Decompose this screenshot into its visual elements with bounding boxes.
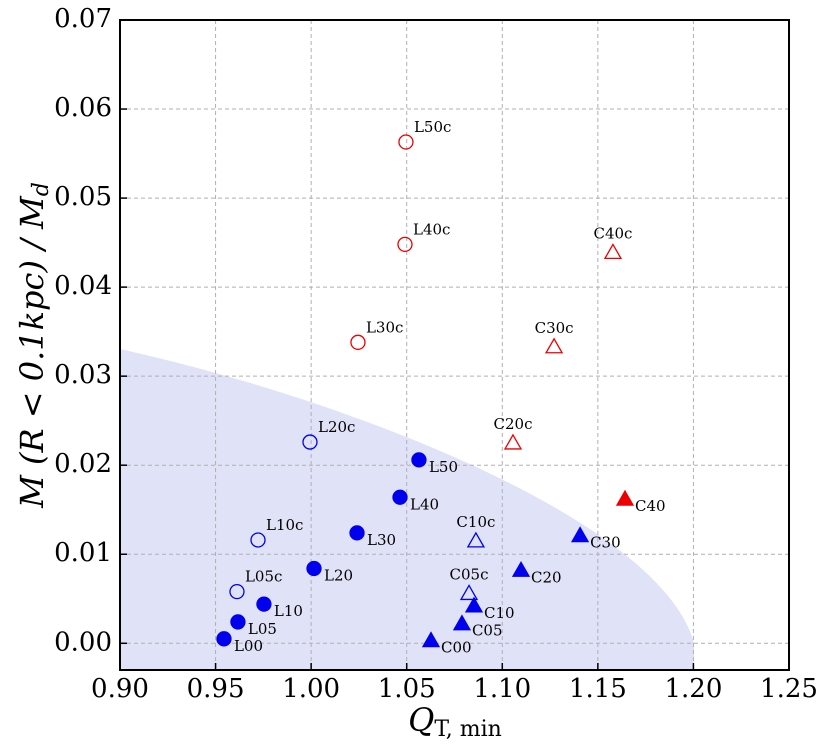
- x-tick-label: 0.90: [91, 674, 149, 704]
- point-label: L05: [248, 620, 277, 638]
- point-label: C40: [635, 497, 666, 515]
- x-tick-label: 1.25: [760, 674, 818, 704]
- point-label: C20: [531, 568, 562, 586]
- point: [544, 337, 564, 354]
- point: [398, 134, 414, 150]
- y-axis-label: M (R < 0.1kpc) / Md: [13, 182, 55, 509]
- point-label: L50c: [414, 118, 451, 136]
- y-tick-label: 0.00: [54, 627, 112, 657]
- point-label: L30c: [366, 318, 403, 336]
- point: [466, 531, 486, 548]
- x-label-sub: T, min: [434, 717, 502, 742]
- point: [216, 631, 232, 647]
- x-tick-label: 1.05: [378, 674, 436, 704]
- x-tick-label: 1.10: [473, 674, 531, 704]
- point: [411, 452, 427, 468]
- point-label: C00: [441, 639, 472, 657]
- point-label: L10: [274, 602, 303, 620]
- point: [615, 489, 635, 506]
- point-label: L30: [367, 531, 396, 549]
- x-tick-label: 1.15: [569, 674, 627, 704]
- point-label: L10c: [266, 516, 303, 534]
- y-tick-label: 0.02: [54, 449, 112, 479]
- x-tick-label: 1.20: [664, 674, 722, 704]
- point-label: L40: [410, 495, 439, 513]
- point-label: C30c: [535, 319, 574, 337]
- point: [256, 596, 272, 612]
- point-label: C10: [484, 604, 515, 622]
- point-label: C40c: [593, 224, 632, 242]
- x-tick-label: 0.95: [187, 674, 245, 704]
- y-tick-label: 0.07: [54, 4, 112, 34]
- point-label: L00: [234, 637, 263, 655]
- point: [350, 334, 366, 350]
- point-label: C20c: [494, 415, 533, 433]
- point: [230, 614, 246, 630]
- point: [452, 614, 472, 631]
- point: [421, 631, 441, 648]
- point-label: C30: [590, 534, 621, 552]
- point-label: L20c: [318, 418, 355, 436]
- y-tick-label: 0.05: [54, 182, 112, 212]
- point-label: L20: [324, 566, 353, 584]
- point: [511, 560, 531, 577]
- point-label: C05: [472, 622, 503, 640]
- point: [392, 489, 408, 505]
- point: [603, 243, 623, 260]
- point: [503, 433, 523, 450]
- point-label: L40c: [413, 220, 450, 238]
- y-label-main: M (R < 0.1kpc) / M: [13, 195, 51, 509]
- point: [464, 596, 484, 613]
- point: [397, 236, 413, 253]
- y-tick-label: 0.06: [54, 93, 112, 123]
- point-label: L05c: [245, 568, 282, 586]
- y-tick-label: 0.01: [54, 538, 112, 568]
- point: [229, 583, 245, 600]
- stability-region: [120, 349, 694, 670]
- point: [570, 526, 590, 543]
- x-label-main: Q: [408, 701, 434, 739]
- point-label: L50: [429, 458, 458, 476]
- x-axis-label: QT, min: [408, 701, 502, 743]
- plot-frame: [119, 19, 790, 671]
- y-tick-label: 0.03: [54, 360, 112, 390]
- point-label: C10c: [456, 513, 495, 531]
- point-label: C05c: [450, 565, 489, 583]
- point: [349, 525, 365, 541]
- point: [306, 560, 322, 577]
- y-label-sub: d: [29, 182, 54, 196]
- point: [302, 434, 318, 450]
- point: [459, 584, 479, 601]
- y-tick-label: 0.04: [54, 271, 112, 301]
- x-tick-label: 1.00: [282, 674, 340, 704]
- point: [250, 532, 266, 548]
